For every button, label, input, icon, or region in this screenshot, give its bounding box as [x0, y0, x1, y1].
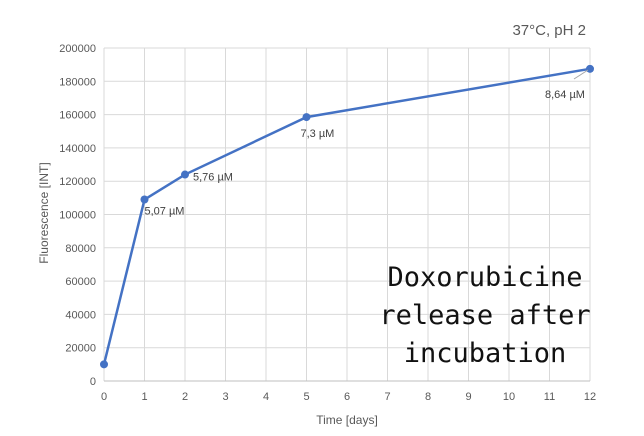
data-label: 8,64 µM — [545, 89, 585, 101]
y-tick-label: 20000 — [65, 343, 96, 355]
x-tick-label: 2 — [182, 391, 188, 403]
y-axis-ticks: 0 20000 40000 60000 80000 100000 120000 140000 1… — [59, 43, 96, 388]
data-point — [140, 195, 149, 204]
y-tick-label: 0 — [90, 376, 96, 388]
condition-label: 37°C, pH 2 — [512, 22, 586, 39]
data-points — [100, 64, 594, 369]
data-point — [100, 360, 108, 369]
label-leader-line — [573, 69, 589, 80]
overlay-line-2: release after — [379, 300, 590, 331]
data-point — [302, 113, 311, 122]
data-point — [181, 170, 189, 179]
x-tick-label: 6 — [344, 391, 350, 403]
y-tick-label: 120000 — [59, 176, 96, 188]
x-tick-label: 10 — [503, 391, 515, 403]
x-axis-ticks: 0 1 2 3 4 5 6 7 8 9 10 11 12 — [101, 391, 596, 403]
y-tick-label: 180000 — [59, 76, 96, 88]
x-tick-label: 3 — [222, 391, 228, 403]
data-label: 5,07 µM — [145, 206, 185, 218]
data-label: 5,76 µM — [193, 172, 233, 184]
y-tick-label: 160000 — [59, 110, 96, 122]
overlay-line-1: Doxorubicine — [387, 262, 582, 293]
x-tick-label: 8 — [425, 391, 431, 403]
x-axis-title: Time [days] — [316, 413, 378, 427]
y-axis-title: Fluorescence [INT] — [37, 162, 51, 263]
x-tick-label: 11 — [544, 391, 555, 403]
x-tick-label: 4 — [263, 391, 269, 403]
x-tick-label: 1 — [141, 391, 147, 403]
y-tick-label: 80000 — [65, 243, 96, 255]
x-tick-label: 5 — [303, 391, 309, 403]
y-tick-label: 140000 — [59, 143, 96, 155]
y-tick-label: 40000 — [65, 309, 96, 321]
data-label: 7,3 µM — [301, 128, 335, 140]
x-tick-label: 0 — [101, 391, 107, 403]
grid — [103, 47, 591, 381]
x-tick-label: 7 — [384, 391, 390, 403]
x-tick-label: 12 — [584, 391, 596, 403]
y-tick-label: 60000 — [65, 276, 96, 288]
data-point — [586, 64, 594, 73]
overlay-line-3: incubation — [404, 338, 567, 369]
y-tick-label: 100000 — [59, 210, 96, 222]
x-tick-label: 9 — [465, 391, 471, 403]
data-labels: 5,07 µM 5,76 µM 7,3 µM 8,64 µM — [145, 89, 585, 218]
y-tick-label: 200000 — [59, 43, 96, 55]
